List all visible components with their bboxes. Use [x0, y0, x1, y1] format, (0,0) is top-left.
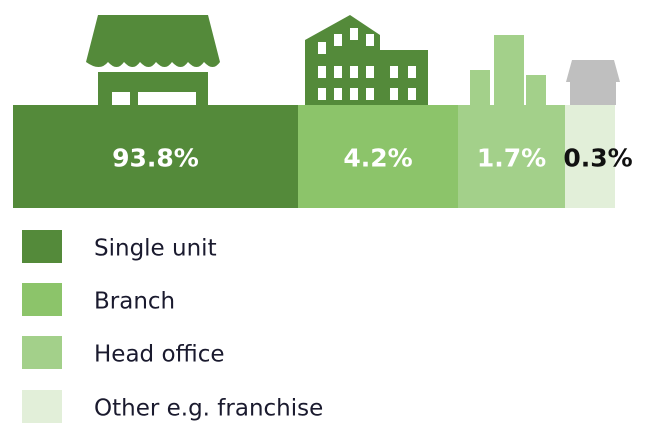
value-label: 1.7%: [477, 144, 546, 173]
legend-swatch: [22, 390, 62, 423]
towers-icon: [470, 35, 546, 105]
legend-label: Other e.g. franchise: [94, 396, 323, 422]
legend: Single unit Branch Head office Other e.g. f…: [22, 230, 323, 423]
bar-segment: [13, 105, 298, 208]
store-icon: [86, 15, 220, 105]
stacked-bar: 93.8% 4.2% 1.7% 0.3%: [13, 105, 633, 208]
legend-label: Single unit: [94, 236, 217, 262]
bar-segment: [565, 105, 615, 208]
value-label: 4.2%: [343, 144, 412, 173]
legend-swatch: [22, 230, 62, 263]
legend-swatch: [22, 336, 62, 369]
legend-label: Branch: [94, 289, 175, 315]
bar-segment: [458, 105, 565, 208]
legend-swatch: [22, 283, 62, 316]
building-icon: [305, 15, 428, 105]
bar-segment: [298, 105, 458, 208]
shop-icon: [566, 60, 620, 105]
value-label: 0.3%: [563, 144, 632, 173]
legend-label: Head office: [94, 342, 225, 368]
value-label: 93.8%: [112, 144, 199, 173]
